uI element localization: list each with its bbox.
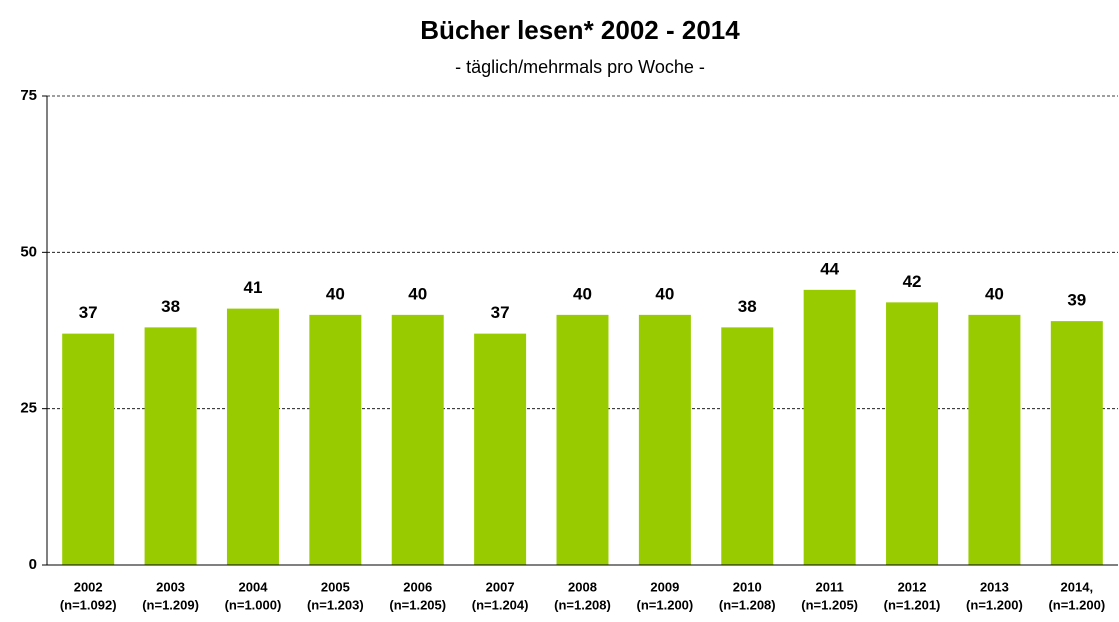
x-tick-sublabel: (n=1.200) <box>966 597 1023 612</box>
bar <box>474 333 527 565</box>
bar <box>556 314 609 565</box>
x-tick-sublabel: (n=1.200) <box>1048 597 1105 612</box>
value-label: 37 <box>79 303 98 322</box>
x-tick-label: 2011 <box>816 579 844 594</box>
x-tick-sublabel: (n=1.209) <box>142 597 199 612</box>
bar <box>144 327 197 565</box>
chart-title: Bücher lesen* 2002 - 2014 <box>420 15 740 45</box>
y-tick-label: 0 <box>29 556 37 573</box>
x-tick-sublabel: (n=1.204) <box>472 597 529 612</box>
x-tick-label: 2002 <box>74 579 103 594</box>
x-tick-sublabel: (n=1.205) <box>801 597 858 612</box>
value-label: 40 <box>655 284 674 303</box>
bar <box>721 327 774 565</box>
x-tick-label: 2012 <box>898 579 927 594</box>
bar <box>226 308 279 565</box>
x-tick-label: 2004 <box>239 579 269 594</box>
value-label: 40 <box>573 284 592 303</box>
x-tick-label: 2005 <box>321 579 350 594</box>
x-tick-label: 2003 <box>156 579 185 594</box>
y-tick-label: 25 <box>20 400 37 417</box>
x-tick-sublabel: (n=1.092) <box>60 597 117 612</box>
bar <box>309 314 362 565</box>
value-label: 42 <box>903 272 922 291</box>
bar <box>638 314 691 565</box>
x-tick-sublabel: (n=1.201) <box>884 597 941 612</box>
x-tick-sublabel: (n=1.208) <box>719 597 776 612</box>
x-tick-label: 2008 <box>568 579 597 594</box>
x-tick-sublabel: (n=1.000) <box>225 597 282 612</box>
value-label: 39 <box>1067 291 1086 310</box>
x-tick-label: 2013 <box>980 579 1009 594</box>
value-label: 40 <box>408 284 427 303</box>
x-tick-sublabel: (n=1.205) <box>389 597 446 612</box>
x-tick-label: 2006 <box>403 579 432 594</box>
x-tick-sublabel: (n=1.200) <box>637 597 694 612</box>
bar <box>968 314 1021 565</box>
x-tick-label: 2010 <box>733 579 762 594</box>
value-label: 37 <box>491 303 510 322</box>
chart-subtitle: - täglich/mehrmals pro Woche - <box>455 57 705 77</box>
x-tick-label: 2009 <box>650 579 679 594</box>
y-tick-label: 75 <box>20 87 37 104</box>
bar <box>391 314 444 565</box>
value-label: 38 <box>161 297 180 316</box>
value-label: 40 <box>326 284 345 303</box>
x-tick-sublabel: (n=1.208) <box>554 597 611 612</box>
x-tick-label: 2007 <box>486 579 515 594</box>
value-label: 44 <box>820 259 839 278</box>
x-tick-label: 2014, <box>1061 579 1094 594</box>
value-label: 40 <box>985 284 1004 303</box>
bar <box>1050 321 1103 565</box>
x-tick-sublabel: (n=1.203) <box>307 597 364 612</box>
y-tick-label: 50 <box>20 243 37 260</box>
value-label: 38 <box>738 297 757 316</box>
bar <box>62 333 115 565</box>
value-label: 41 <box>244 278 263 297</box>
bar <box>886 302 939 565</box>
bar <box>803 289 856 565</box>
